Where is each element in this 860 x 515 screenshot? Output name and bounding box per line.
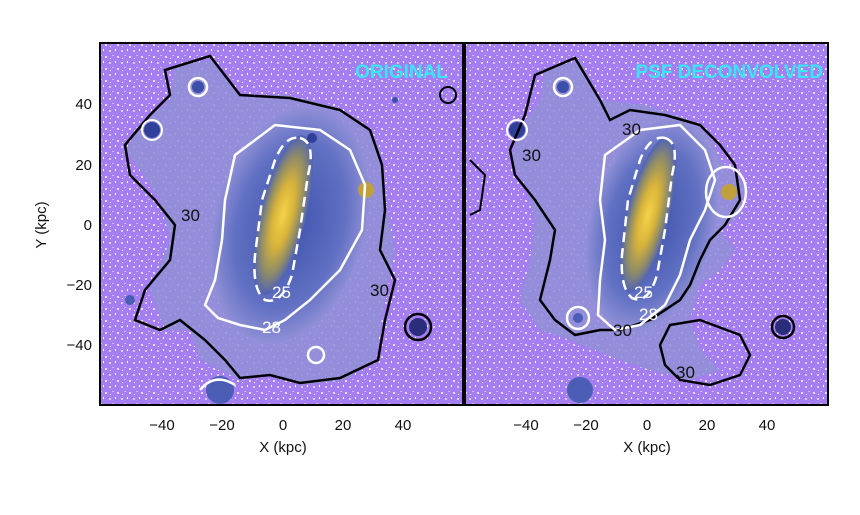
- contour-28: [552, 76, 574, 98]
- y-tick-label: −20: [67, 277, 92, 294]
- star-blob: [775, 319, 791, 335]
- x-tick-label: 0: [279, 417, 287, 434]
- contour-28: [596, 123, 717, 332]
- galaxy-core: [253, 135, 313, 295]
- x-tick-label: −40: [149, 417, 174, 434]
- x-tick-label: 20: [335, 417, 352, 434]
- contour-30: [123, 54, 397, 385]
- star-blob: [567, 377, 593, 403]
- contour-28: [306, 345, 326, 365]
- panel-title-psf-deconvolved: PSF DECONVOLVED: [635, 62, 823, 83]
- y-tick-label: 0: [84, 217, 92, 234]
- contour-28: [141, 119, 163, 141]
- contour-28: [565, 305, 591, 331]
- y-axis-title: Y (kpc): [33, 201, 50, 248]
- x-axis-title: X (kpc): [623, 439, 671, 456]
- contour-label-25: 25: [272, 283, 291, 302]
- star-blob: [192, 81, 204, 93]
- x-tick-label: 40: [395, 417, 412, 434]
- contour-30: [403, 312, 433, 342]
- y-axis: 40 20 0 −20 −40 Y (kpc): [33, 96, 92, 354]
- contour-28: [203, 123, 367, 332]
- contour-25: [253, 136, 312, 302]
- star-blob: [358, 182, 374, 198]
- y-tick-label: 20: [75, 157, 92, 174]
- contour-28: [199, 378, 236, 391]
- star-blob: [573, 313, 583, 323]
- contour-30: [439, 86, 457, 104]
- contour-label-30-right: 30: [370, 281, 389, 300]
- galaxy-core: [619, 137, 677, 293]
- star-blob: [557, 81, 569, 93]
- x-axis-psf-deconvolved: −40 −20 0 20 40 X (kpc): [513, 417, 775, 456]
- contour-30: [658, 318, 752, 387]
- y-tick-label: 40: [75, 96, 92, 113]
- panel-psf-deconvolved: 30 30 30 30 28 25 PSF DECONVOLVED: [465, 43, 828, 405]
- contour-30: [469, 159, 487, 216]
- contour-label-30-left: 30: [181, 206, 200, 225]
- contour-30: [770, 314, 796, 340]
- contour-label-28: 28: [639, 305, 658, 324]
- x-axis-original: −40 −20 0 20 40 X (kpc): [149, 417, 411, 456]
- contour-30: [508, 56, 742, 337]
- panel-frame: [464, 42, 829, 406]
- contour-label-30-left: 30: [522, 146, 541, 165]
- panel-original: 30 30 28 25 ORIGINAL: [100, 43, 463, 405]
- contour-25: [620, 136, 677, 301]
- contour-28: [187, 76, 209, 98]
- x-tick-label: 0: [643, 417, 651, 434]
- y-tick-label: −40: [67, 337, 92, 354]
- x-tick-label: −20: [209, 417, 234, 434]
- contour-28: [506, 119, 528, 141]
- x-tick-label: 40: [759, 417, 776, 434]
- contour-label-30-bottom: 30: [613, 321, 632, 340]
- star-blob: [144, 122, 160, 138]
- star-blob: [721, 184, 737, 200]
- contour-label-28: 28: [262, 318, 281, 337]
- star-blob: [392, 97, 398, 103]
- panel-frame: [99, 42, 464, 406]
- star-blob: [409, 318, 427, 336]
- contour-label-25: 25: [634, 283, 653, 302]
- contour-label-30-right: 30: [676, 363, 695, 382]
- star-blob: [206, 376, 234, 404]
- x-axis-title: X (kpc): [259, 439, 307, 456]
- star-blob: [125, 295, 135, 305]
- contour-28: [704, 165, 748, 219]
- x-tick-label: −40: [513, 417, 538, 434]
- star-blob: [307, 133, 317, 143]
- x-tick-label: −20: [573, 417, 598, 434]
- x-tick-label: 20: [699, 417, 716, 434]
- panel-title-original: ORIGINAL: [355, 62, 448, 83]
- contour-label-30-top: 30: [622, 120, 641, 139]
